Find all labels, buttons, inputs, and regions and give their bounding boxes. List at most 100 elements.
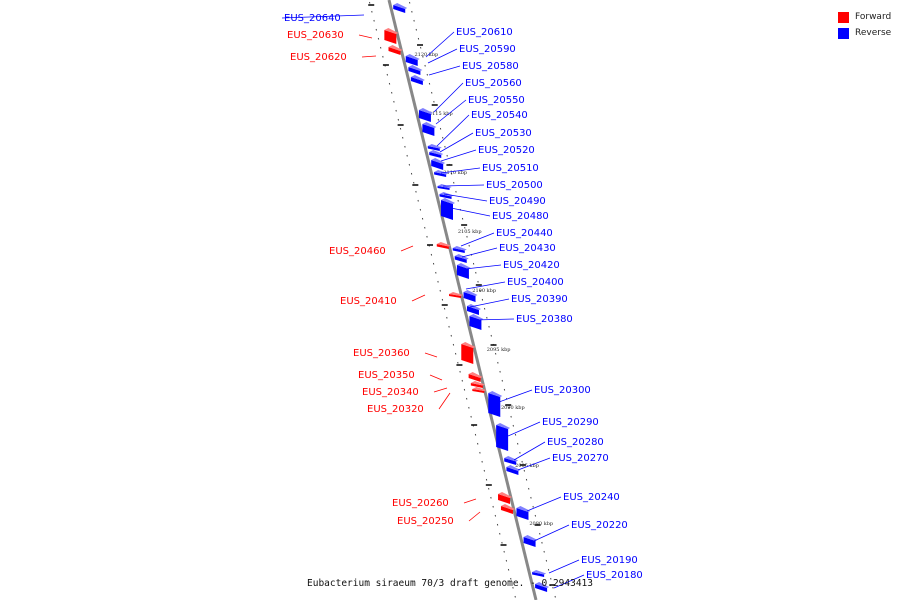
gene-label: EUS_20530	[475, 128, 532, 139]
gene-block-top	[466, 304, 481, 310]
kbp-tick-label: 2085 kbp	[515, 463, 539, 469]
gene-label: EUS_20640	[284, 13, 341, 24]
gene-label: EUS_20190	[581, 555, 638, 566]
gene-label: EUS_20490	[489, 196, 546, 207]
gene-block-top	[463, 290, 478, 296]
reverse-swatch	[838, 27, 849, 39]
gene-label: EUS_20270	[552, 453, 609, 464]
gene-label: EUS_20550	[468, 95, 525, 106]
gene-leader-line	[400, 245, 414, 252]
kbp-tick-label: 2110 kbp	[443, 170, 467, 176]
gene-leader-line	[440, 167, 481, 174]
gene-label: EUS_20620	[290, 52, 347, 63]
gene-block-top	[408, 65, 423, 71]
gene-block-top	[516, 506, 531, 512]
gene-label: EUS_20590	[459, 44, 516, 55]
gene-label: EUS_20350	[358, 370, 415, 381]
gene-leader-line	[473, 318, 515, 321]
gene-block-top	[449, 292, 464, 296]
gene-block-top	[441, 198, 455, 204]
gene-leader-line	[450, 207, 491, 217]
gene-label: EUS_20340	[362, 387, 419, 398]
gene-leader-line	[464, 264, 502, 270]
gene-block	[427, 146, 440, 151]
kbp-tick-label: 2105 kbp	[458, 229, 482, 235]
gene-block-top	[434, 170, 449, 175]
gene-block	[506, 467, 519, 475]
gene-block	[468, 374, 481, 382]
gene-block	[429, 152, 442, 158]
gene-block-top	[488, 391, 503, 397]
gene-label: EUS_20390	[511, 294, 568, 305]
gene-block	[408, 67, 421, 75]
gene-label: EUS_20460	[329, 246, 386, 257]
gene-leader-line	[281, 14, 365, 19]
gene-label: EUS_20630	[287, 30, 344, 41]
gene-leader-line	[461, 247, 498, 258]
gene-block-top	[454, 254, 469, 260]
gene-block	[463, 292, 476, 302]
gene-leader-line	[465, 281, 506, 290]
gene-block-top	[384, 28, 399, 34]
gene-label: EUS_20540	[471, 110, 528, 121]
gene-block	[496, 425, 509, 451]
gene-leader-line	[498, 389, 533, 403]
gene-leader-line	[429, 374, 443, 381]
gene-leader-line	[358, 34, 373, 39]
gene-block-top	[452, 246, 467, 251]
gene-block-top	[431, 158, 446, 164]
gene-block	[384, 30, 397, 44]
gene-leader-line	[513, 441, 546, 461]
gene-block-top	[429, 150, 444, 155]
gene-label: EUS_20420	[503, 260, 560, 271]
gene-leader-line	[526, 496, 562, 512]
kbp-tick-label: 2100 kbp	[472, 288, 496, 294]
gene-leader-line	[361, 55, 377, 58]
gene-leader-line	[517, 457, 551, 471]
gene-leader-line	[468, 511, 481, 522]
gene-block-top	[535, 582, 550, 588]
gene-leader-line	[439, 132, 474, 153]
gene-label: EUS_20580	[462, 61, 519, 72]
gene-block-top	[422, 122, 437, 128]
gene-block	[532, 572, 545, 577]
gene-leader-line	[435, 99, 467, 125]
forward-swatch	[838, 11, 849, 23]
gene-leader-line	[433, 387, 448, 393]
gene-block-top	[427, 144, 442, 149]
gene-block-top	[461, 342, 476, 348]
gene-block	[523, 537, 536, 547]
gene-label: EUS_20560	[465, 78, 522, 89]
legend-label-forward: Forward	[855, 12, 892, 22]
gene-block	[466, 306, 479, 315]
gene-label: EUS_20300	[534, 385, 591, 396]
gene-leader-line	[428, 65, 461, 76]
kbp-tick-label: 2090 kbp	[501, 405, 525, 411]
gene-block	[452, 248, 465, 253]
gene-label: EUS_20500	[486, 180, 543, 191]
gene-label: EUS_20520	[478, 145, 535, 156]
gene-leader-line	[427, 48, 458, 64]
gene-label: EUS_20180	[586, 570, 643, 581]
gene-label: EUS_20480	[492, 211, 549, 222]
gene-block	[410, 77, 423, 85]
gene-block	[500, 506, 513, 514]
kbp-tick-label: 2120 kbp	[414, 52, 438, 58]
gene-block-top	[523, 535, 538, 541]
gene-block	[436, 244, 449, 249]
gene-leader-line	[424, 352, 438, 358]
gene-leader-line	[436, 114, 470, 147]
gene-block-top	[456, 263, 471, 269]
gene-block-top	[500, 504, 515, 510]
gene-leader-line	[438, 392, 451, 410]
gene-block-top	[498, 492, 513, 498]
gene-block-top	[410, 75, 425, 81]
gene-block-top	[468, 372, 483, 378]
gene-leader-line	[460, 232, 495, 247]
gene-label: EUS_20360	[353, 348, 410, 359]
gene-leader-line	[463, 498, 477, 504]
gene-block-top	[496, 423, 511, 429]
gene-block-top	[436, 242, 451, 247]
gene-label: EUS_20510	[482, 163, 539, 174]
kbp-tick-label: 2080 kbp	[529, 521, 553, 527]
